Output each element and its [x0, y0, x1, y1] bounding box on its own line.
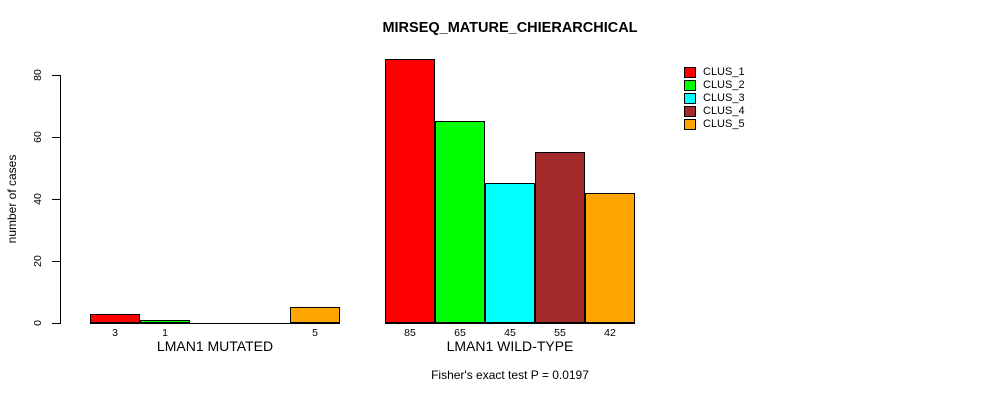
- y-axis-line: [60, 75, 61, 324]
- y-axis-tick: [52, 75, 60, 76]
- bar-lman1-wild-type-clus_3: [485, 183, 535, 323]
- x-axis-group-label-lman1-mutated: LMAN1 MUTATED: [156, 338, 274, 354]
- bar-lman1-mutated-clus_1: [90, 314, 140, 323]
- bar-value-label: 65: [454, 327, 466, 339]
- bar-value-label: 85: [404, 327, 416, 339]
- y-axis-tick-label: 60: [32, 131, 44, 143]
- bar-value-label: 1: [162, 327, 168, 339]
- y-axis-tick: [52, 137, 60, 138]
- bar-value-label: 5: [312, 327, 318, 339]
- legend-label-clus_2: CLUS_2: [703, 79, 745, 91]
- y-axis-tick-label: 20: [32, 255, 44, 267]
- legend-swatch-clus_4: [684, 106, 696, 117]
- caption: Fisher's exact test P = 0.0197: [431, 368, 589, 382]
- x-axis-group-label-lman1-wild-type: LMAN1 WILD-TYPE: [446, 338, 574, 354]
- bar-lman1-wild-type-clus_5: [585, 193, 635, 323]
- legend-label-clus_5: CLUS_5: [703, 118, 745, 130]
- bar-lman1-wild-type-clus_1: [385, 59, 435, 323]
- baseline-lman1-wild-type: [385, 323, 635, 324]
- y-axis-tick-label: 40: [32, 193, 44, 205]
- baseline-lman1-mutated: [90, 323, 340, 324]
- legend-label-clus_1: CLUS_1: [703, 66, 745, 78]
- bar-value-label: 3: [112, 327, 118, 339]
- y-axis-tick: [52, 323, 60, 324]
- bar-lman1-wild-type-clus_2: [435, 121, 485, 323]
- bar-value-label: 55: [554, 327, 566, 339]
- legend-swatch-clus_2: [684, 80, 696, 91]
- chart-title: MIRSEQ_MATURE_CHIERARCHICAL: [382, 20, 638, 36]
- bar-lman1-wild-type-clus_4: [535, 152, 585, 323]
- bar-value-label: 45: [504, 327, 516, 339]
- y-axis-tick: [52, 199, 60, 200]
- y-axis-tick-label: 80: [32, 69, 44, 81]
- y-axis-label: number of cases: [5, 154, 19, 244]
- bar-value-label: 42: [604, 327, 616, 339]
- legend-swatch-clus_1: [684, 67, 696, 78]
- y-axis-tick-label: 0: [32, 320, 44, 326]
- legend-swatch-clus_3: [684, 93, 696, 104]
- bar-lman1-mutated-clus_2: [140, 320, 190, 323]
- legend-swatch-clus_5: [684, 119, 696, 130]
- bar-lman1-mutated-clus_5: [290, 307, 340, 323]
- y-axis-tick: [52, 261, 60, 262]
- legend-label-clus_3: CLUS_3: [703, 92, 745, 104]
- legend-label-clus_4: CLUS_4: [703, 105, 745, 117]
